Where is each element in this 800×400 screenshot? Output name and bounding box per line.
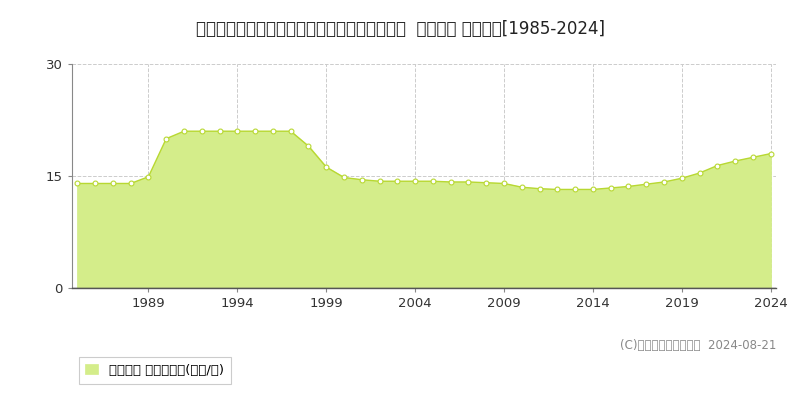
Text: 北海道札幌市北区篠路４条８丁目２０９番３１  地価公示 地価推移[1985-2024]: 北海道札幌市北区篠路４条８丁目２０９番３１ 地価公示 地価推移[1985-202… [195, 20, 605, 38]
Text: (C)土地価格ドットコム  2024-08-21: (C)土地価格ドットコム 2024-08-21 [620, 339, 776, 352]
Legend: 地価公示 平均坪単価(万円/坪): 地価公示 平均坪単価(万円/坪) [78, 357, 230, 384]
